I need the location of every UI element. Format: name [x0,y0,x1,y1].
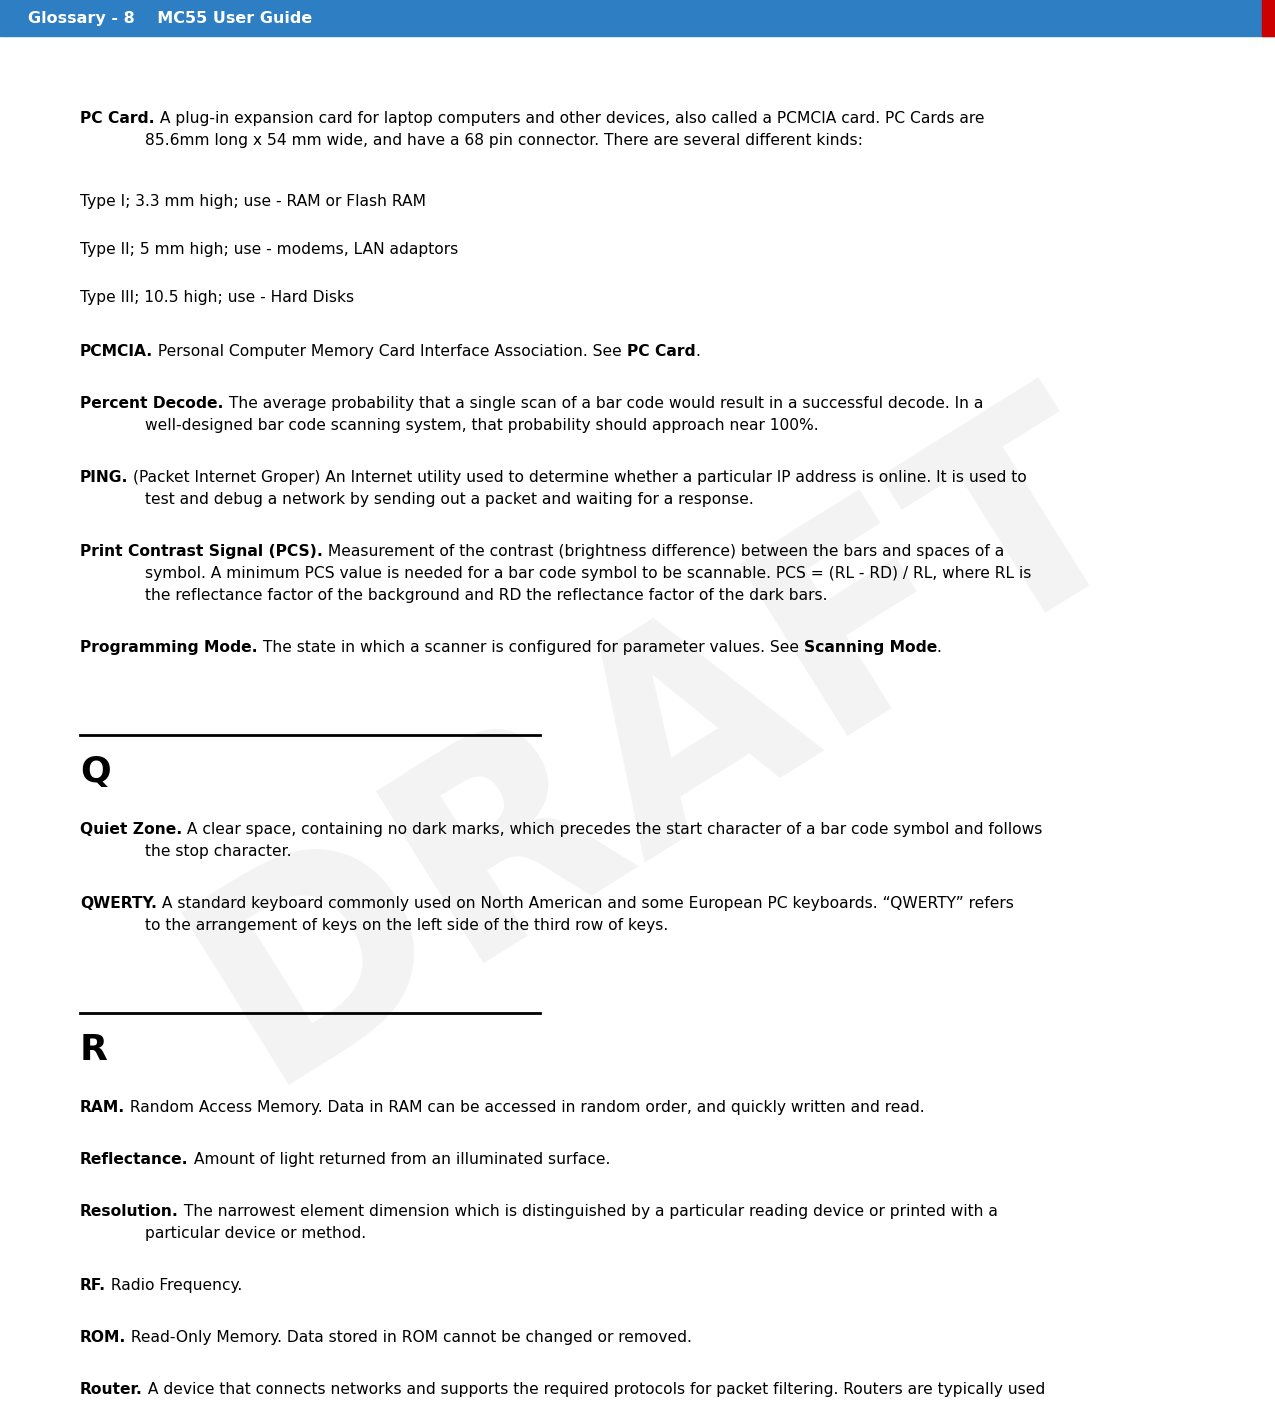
Text: Glossary - 8    MC55 User Guide: Glossary - 8 MC55 User Guide [28,10,312,25]
Text: (Packet Internet Groper) An Internet utility used to determine whether a particu: (Packet Internet Groper) An Internet uti… [129,470,1028,484]
Text: to the arrangement of keys on the left side of the third row of keys.: to the arrangement of keys on the left s… [145,918,668,934]
Text: Scanning Mode: Scanning Mode [803,640,937,656]
Text: Programming Mode.: Programming Mode. [80,640,258,656]
Text: Amount of light returned from an illuminated surface.: Amount of light returned from an illumin… [189,1153,609,1167]
Bar [1262,0,1275,37]
Text: Read-Only Memory. Data stored in ROM cannot be changed or removed.: Read-Only Memory. Data stored in ROM can… [126,1330,692,1345]
Text: Type I; 3.3 mm high; use - RAM or Flash RAM: Type I; 3.3 mm high; use - RAM or Flash … [80,194,426,209]
Text: QWERTY.: QWERTY. [80,896,157,911]
Text: Print Contrast Signal (PCS).: Print Contrast Signal (PCS). [80,543,323,559]
Text: Percent Decode.: Percent Decode. [80,396,223,411]
Text: Router.: Router. [80,1382,143,1397]
Text: well-designed bar code scanning system, that probability should approach near 10: well-designed bar code scanning system, … [145,418,819,432]
Text: Radio Frequency.: Radio Frequency. [106,1278,242,1293]
Text: particular device or method.: particular device or method. [145,1226,366,1241]
Text: Type III; 10.5 high; use - Hard Disks: Type III; 10.5 high; use - Hard Disks [80,291,354,305]
Text: RF.: RF. [80,1278,106,1293]
Text: the stop character.: the stop character. [145,844,292,859]
Text: Measurement of the contrast (brightness difference) between the bars and spaces : Measurement of the contrast (brightness … [323,543,1005,559]
Text: Personal Computer Memory Card Interface Association. See: Personal Computer Memory Card Interface … [153,344,627,359]
Text: A plug-in expansion card for laptop computers and other devices, also called a P: A plug-in expansion card for laptop comp… [154,111,984,126]
Text: DRAFT: DRAFT [150,354,1176,1134]
Text: Resolution.: Resolution. [80,1205,178,1219]
Text: A standard keyboard commonly used on North American and some European PC keyboar: A standard keyboard commonly used on Nor… [157,896,1014,911]
Text: A device that connects networks and supports the required protocols for packet f: A device that connects networks and supp… [143,1382,1046,1397]
Text: The state in which a scanner is configured for parameter values. See: The state in which a scanner is configur… [258,640,803,656]
Text: The average probability that a single scan of a bar code would result in a succe: The average probability that a single sc… [223,396,983,411]
Text: Quiet Zone.: Quiet Zone. [80,821,182,837]
Text: ROM.: ROM. [80,1330,126,1345]
Text: Type II; 5 mm high; use - modems, LAN adaptors: Type II; 5 mm high; use - modems, LAN ad… [80,241,458,257]
Bar [0,0,1275,37]
Text: Reflectance.: Reflectance. [80,1153,189,1167]
Text: the reflectance factor of the background and RD the reflectance factor of the da: the reflectance factor of the background… [145,588,827,602]
Text: Q: Q [80,755,111,789]
Text: PING.: PING. [80,470,129,484]
Text: A clear space, containing no dark marks, which precedes the start character of a: A clear space, containing no dark marks,… [182,821,1043,837]
Text: The narrowest element dimension which is distinguished by a particular reading d: The narrowest element dimension which is… [179,1205,998,1219]
Text: symbol. A minimum PCS value is needed for a bar code symbol to be scannable. PCS: symbol. A minimum PCS value is needed fo… [145,566,1031,581]
Text: PCMCIA.: PCMCIA. [80,344,153,359]
Text: 85.6mm long x 54 mm wide, and have a 68 pin connector. There are several differe: 85.6mm long x 54 mm wide, and have a 68 … [145,133,863,147]
Text: R: R [80,1033,108,1067]
Text: PC Card: PC Card [627,344,695,359]
Text: PC Card.: PC Card. [80,111,154,126]
Text: RAM.: RAM. [80,1099,125,1115]
Text: Random Access Memory. Data in RAM can be accessed in random order, and quickly w: Random Access Memory. Data in RAM can be… [125,1099,924,1115]
Text: .: . [695,344,700,359]
Text: .: . [937,640,942,656]
Text: test and debug a network by sending out a packet and waiting for a response.: test and debug a network by sending out … [145,491,754,507]
